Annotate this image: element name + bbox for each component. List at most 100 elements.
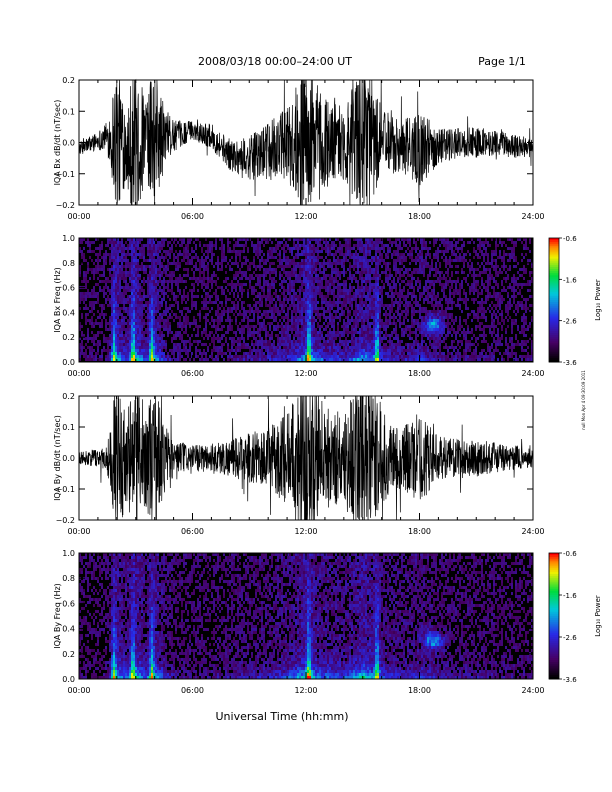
spectrogram-cell	[317, 289, 319, 292]
spectrogram-cell	[147, 355, 149, 358]
spectrogram-cell	[401, 256, 403, 259]
spectrogram-cell	[367, 325, 369, 328]
spectrogram-cell	[167, 316, 169, 319]
spectrogram-cell	[403, 241, 405, 244]
spectrogram-cell	[111, 304, 113, 307]
spectrogram-cell	[381, 247, 383, 250]
spectrogram-cell	[369, 277, 371, 280]
spectrogram-cell	[355, 340, 357, 343]
spectrogram-cell	[151, 247, 153, 250]
spectrogram-cell	[313, 286, 315, 289]
spectrogram-cell	[261, 295, 263, 298]
spectrogram-cell	[131, 259, 133, 262]
spectrogram-cell	[253, 259, 255, 262]
spectrogram-cell	[195, 268, 197, 271]
spectrogram-cell	[371, 238, 373, 241]
spectrogram-cell	[325, 250, 327, 253]
spectrogram-cell	[233, 304, 235, 307]
spectrogram-cell	[307, 280, 309, 283]
spectrogram-cell	[143, 352, 145, 355]
spectrogram-cell	[157, 301, 159, 304]
spectrogram-cell	[333, 244, 335, 247]
spectrogram-cell	[265, 301, 267, 304]
spectrogram-cell	[241, 250, 243, 253]
spectrogram-cell	[393, 292, 395, 295]
spectrogram-cell	[311, 280, 313, 283]
spectrogram-cell	[149, 256, 151, 259]
spectrogram-cell	[291, 286, 293, 289]
spectrogram-cell	[79, 271, 81, 274]
spectrogram-cell	[297, 340, 299, 343]
spectrogram-cell	[317, 352, 319, 355]
spectrogram-cell	[297, 325, 299, 328]
spectrogram-cell	[123, 307, 125, 310]
spectrogram-cell	[151, 295, 153, 298]
spectrogram-cell	[139, 247, 141, 250]
spectrogram-cell	[137, 307, 139, 310]
spectrogram-cell	[217, 352, 219, 355]
spectrogram-cell	[313, 304, 315, 307]
spectrogram-cell	[405, 325, 407, 328]
spectrogram-cell	[147, 253, 149, 256]
spectrogram-cell	[139, 301, 141, 304]
spectrogram-cell	[267, 295, 269, 298]
spectrogram-cell	[403, 352, 405, 355]
spectrogram-cell	[205, 325, 207, 328]
spectrogram-cell	[361, 340, 363, 343]
spectrogram-cell	[205, 358, 207, 361]
spectrogram-cell	[185, 286, 187, 289]
spectrogram-cell	[307, 319, 309, 322]
spectrogram-cell	[379, 238, 381, 241]
spectrogram-cell	[389, 343, 391, 346]
spectrogram-cell	[177, 346, 179, 349]
spectrogram-cell	[389, 271, 391, 274]
spectrogram-cell	[91, 337, 93, 340]
spectrogram-cell	[155, 328, 157, 331]
spectrogram-cell	[209, 322, 211, 325]
spectrogram-cell	[121, 343, 123, 346]
spectrogram-cell	[171, 238, 173, 241]
spectrogram-cell	[321, 358, 323, 361]
spectrogram-cell	[165, 265, 167, 268]
spectrogram-cell	[335, 238, 337, 241]
spectrogram-cell	[261, 304, 263, 307]
spectrogram-cell	[375, 298, 377, 301]
spectrogram-cell	[345, 301, 347, 304]
spectrogram-cell	[131, 253, 133, 256]
spectrogram-cell	[103, 295, 105, 298]
spectrogram-cell	[217, 316, 219, 319]
spectrogram-cell	[413, 310, 415, 313]
spectrogram-cell	[97, 310, 99, 313]
spectrogram-cell	[379, 334, 381, 337]
spectrogram-cell	[329, 313, 331, 316]
spectrogram-cell	[389, 289, 391, 292]
spectrogram-cell	[109, 358, 111, 361]
spectrogram-cell	[119, 349, 121, 352]
spectrogram-cell	[111, 280, 113, 283]
spectrogram-cell	[343, 346, 345, 349]
spectrogram-cell	[155, 298, 157, 301]
spectrogram-cell	[79, 358, 81, 361]
spectrogram-cell	[89, 292, 91, 295]
spectrogram-cell	[115, 328, 117, 331]
spectrogram-cell	[211, 274, 213, 277]
spectrogram-cell	[101, 331, 103, 334]
spectrogram-cell	[271, 349, 273, 352]
spectrogram-cell	[303, 262, 305, 265]
spectrogram-cell	[373, 355, 375, 358]
spectrogram-cell	[195, 352, 197, 355]
spectrogram-cell	[145, 346, 147, 349]
spectrogram-cell	[393, 346, 395, 349]
spectrogram-cell	[195, 301, 197, 304]
spectrogram-cell	[305, 322, 307, 325]
spectrogram-cell	[397, 280, 399, 283]
spectrogram-cell	[113, 274, 115, 277]
spectrogram-cell	[103, 286, 105, 289]
spectrogram-cell	[349, 283, 351, 286]
spectrogram-cell	[109, 298, 111, 301]
spectrogram-cell	[261, 238, 263, 241]
spectrogram-cell	[307, 310, 309, 313]
spectrogram-cell	[115, 304, 117, 307]
spectrogram-cell	[227, 277, 229, 280]
spectrogram-cell	[289, 298, 291, 301]
